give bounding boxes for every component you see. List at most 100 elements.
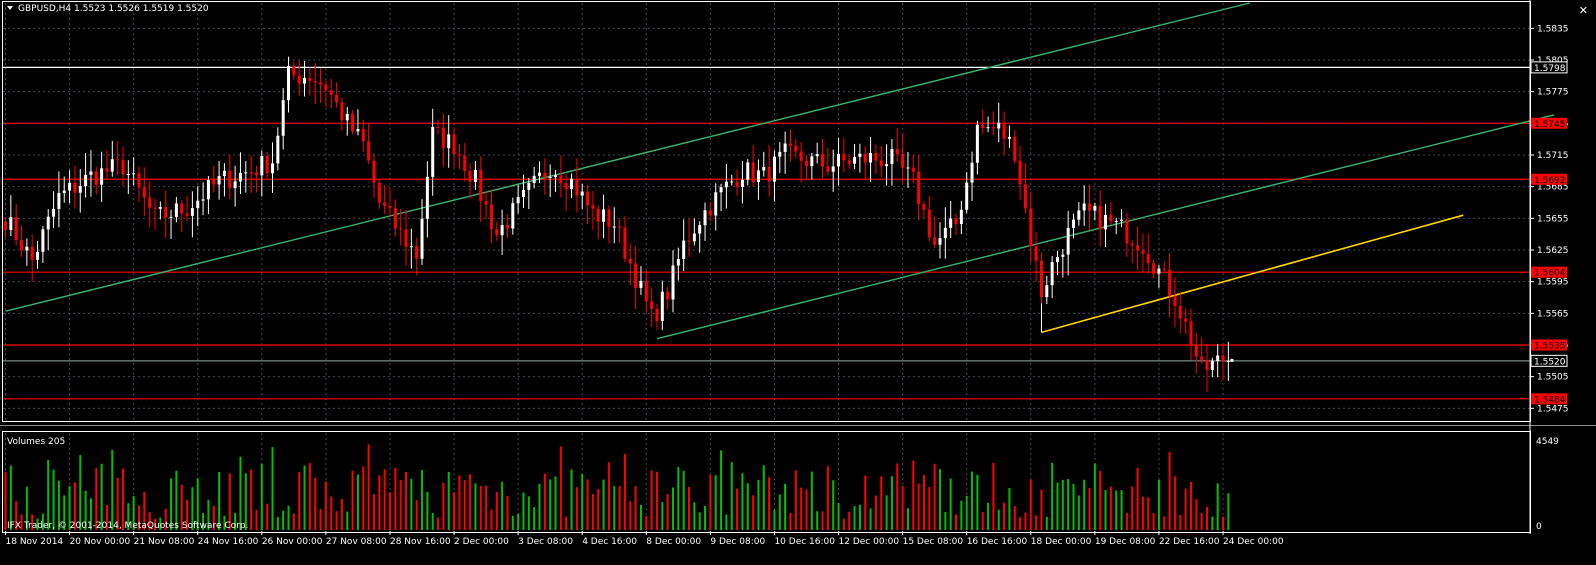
candle-body xyxy=(62,190,66,193)
candle-body xyxy=(94,171,98,185)
candle-body xyxy=(201,199,205,201)
candle-body xyxy=(281,100,285,136)
price-box-label: 1.5798 xyxy=(1534,64,1566,74)
candle-body xyxy=(372,160,376,183)
candle-body xyxy=(671,265,675,300)
candle-body xyxy=(1205,359,1209,371)
candle-body xyxy=(1173,295,1177,307)
x-tick-label: 15 Dec 08:00 xyxy=(903,537,964,547)
candle-body xyxy=(655,308,659,321)
candle-body xyxy=(927,209,931,238)
candle-body xyxy=(724,181,728,188)
candle-body xyxy=(543,172,547,178)
candle-body xyxy=(500,224,504,236)
candle-body xyxy=(228,170,232,189)
candle-body xyxy=(436,127,440,129)
candle-body xyxy=(708,210,712,216)
candle-body xyxy=(1050,262,1054,286)
candle-body xyxy=(46,216,50,230)
candle-body xyxy=(666,291,670,300)
x-tick-label: 24 Dec 00:00 xyxy=(1223,537,1284,547)
price-box xyxy=(1531,173,1567,185)
candle-body xyxy=(644,280,648,302)
candle-body xyxy=(612,226,616,228)
candle-body xyxy=(591,205,595,209)
candle-body xyxy=(751,162,755,183)
candle-body xyxy=(20,240,24,251)
current-price-box xyxy=(1530,354,1568,367)
candle-body xyxy=(981,124,985,129)
candle-body xyxy=(692,233,696,242)
candle-body xyxy=(409,246,413,248)
candle-body xyxy=(57,192,61,209)
copyright-text: IFX Trader, © 2001-2014, MetaQuotes Soft… xyxy=(7,521,248,531)
candle-body xyxy=(1023,184,1027,209)
candle-body xyxy=(217,176,221,185)
candle-body xyxy=(180,203,184,214)
candle-body xyxy=(842,153,846,161)
candle-body xyxy=(933,237,937,245)
x-tick-label: 8 Dec 00:00 xyxy=(646,537,701,547)
candle-body xyxy=(383,202,387,207)
candle-body xyxy=(714,192,718,216)
dropdown-triangle-icon xyxy=(7,6,13,10)
candle-body xyxy=(68,182,72,191)
candle-body xyxy=(580,191,584,196)
candle-body xyxy=(1194,345,1198,357)
candle-body xyxy=(618,226,622,228)
candle-body xyxy=(719,187,723,193)
candle-body xyxy=(660,291,664,321)
candle-body xyxy=(1216,355,1220,362)
candle-body xyxy=(41,229,45,252)
candle-body xyxy=(794,145,798,152)
candle-body xyxy=(917,171,921,205)
candle-body xyxy=(911,167,915,172)
candle-body xyxy=(1007,136,1011,139)
candle-body xyxy=(778,151,782,157)
candle-body xyxy=(564,183,568,190)
price-box xyxy=(1531,393,1567,405)
candle-body xyxy=(986,127,990,129)
candle-body xyxy=(148,197,152,208)
candle-body xyxy=(906,167,910,169)
candle-body xyxy=(495,229,499,236)
candle-body xyxy=(559,175,563,184)
candle-body xyxy=(441,127,445,149)
candle-body xyxy=(1034,246,1038,261)
candle-body xyxy=(367,141,371,161)
candle-body xyxy=(596,208,600,222)
candle-body xyxy=(308,78,312,81)
candle-body xyxy=(110,159,114,172)
candle-body xyxy=(399,228,403,230)
candle-body xyxy=(233,181,237,189)
candle-body xyxy=(799,151,803,161)
candle-body xyxy=(511,203,515,229)
candle-body xyxy=(244,172,248,174)
candle-body xyxy=(1184,318,1188,322)
candle-body xyxy=(756,170,760,183)
candle-body xyxy=(126,174,130,176)
candle-body xyxy=(425,176,429,219)
y-tick-label: 1.5685 xyxy=(1537,183,1569,193)
x-tick-label: 26 Nov 00:00 xyxy=(262,537,323,547)
candle-body xyxy=(174,203,178,217)
candle-body xyxy=(698,225,702,234)
candle-body xyxy=(1162,268,1166,270)
candle-body xyxy=(335,94,339,103)
candle-body xyxy=(1120,219,1124,222)
x-tick-label: 9 Dec 08:00 xyxy=(710,537,765,547)
close-icon[interactable]: ✕ xyxy=(1578,4,1588,17)
candle-body xyxy=(639,280,643,288)
y-tick-label: 1.5655 xyxy=(1537,214,1569,224)
candle-body xyxy=(628,258,632,264)
candle-body xyxy=(303,78,307,84)
candle-body xyxy=(516,197,520,204)
candle-body xyxy=(52,208,56,217)
x-tick-label: 19 Dec 08:00 xyxy=(1095,537,1156,547)
y-tick-label: 1.5775 xyxy=(1537,88,1569,98)
candle-body xyxy=(821,154,825,167)
candle-body xyxy=(1125,219,1129,244)
candle-body xyxy=(607,209,611,228)
candle-body xyxy=(746,162,750,180)
